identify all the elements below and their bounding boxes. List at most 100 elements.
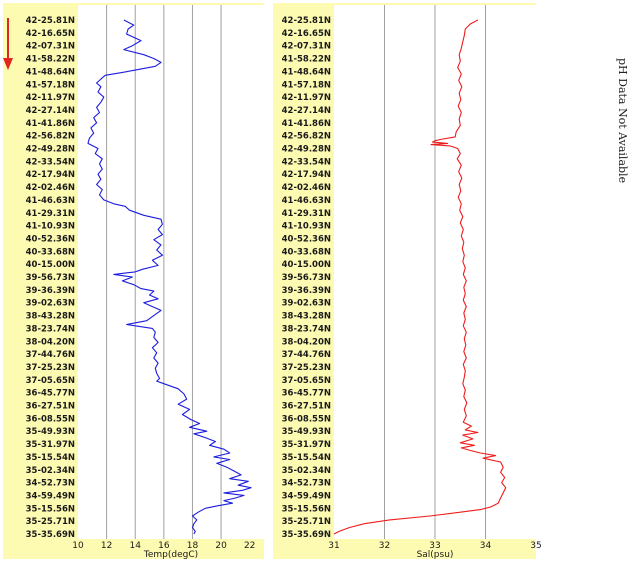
x-tick-label: 12: [101, 541, 112, 551]
y-tick-label: 37-44.76N: [282, 350, 331, 360]
y-tick-label: 41-10.93N: [282, 222, 331, 232]
x-tick-label: 18: [187, 541, 199, 551]
y-tick-label: 34-52.73N: [26, 479, 75, 489]
y-tick-label: 37-44.76N: [26, 350, 75, 360]
y-tick-label: 38-23.74N: [282, 324, 331, 334]
y-tick-label: 36-27.51N: [26, 402, 75, 412]
y-tick-label: 42-25.81N: [282, 16, 331, 26]
x-tick-label: 33: [429, 541, 440, 551]
x-tick-label: 32: [379, 541, 390, 551]
y-tick-label: 42-27.14N: [282, 106, 331, 116]
y-tick-label: 34-59.49N: [26, 491, 75, 501]
ph-unavailable-note: pH Data Not Available: [616, 58, 629, 183]
y-tick-label: 40-33.68N: [282, 247, 331, 257]
x-axis-label: Temp(degC): [143, 550, 198, 560]
y-tick-label: 41-58.22N: [282, 55, 331, 65]
y-tick-label: 41-41.86N: [282, 119, 331, 129]
y-tick-label: 38-04.20N: [282, 337, 331, 347]
y-tick-label: 40-15.00N: [26, 260, 75, 270]
y-tick-label: 35-49.93N: [26, 427, 75, 437]
y-tick-label: 42-11.97N: [282, 93, 331, 103]
y-tick-label: 40-52.36N: [282, 234, 331, 244]
y-tick-label: 42-25.81N: [26, 16, 75, 26]
y-tick-label: 41-46.63N: [26, 196, 75, 206]
x-tick-label: 16: [158, 541, 170, 551]
y-tick-label: 41-10.93N: [26, 222, 75, 232]
y-tick-label: 42-16.65N: [282, 29, 331, 39]
y-tick-label: 42-56.82N: [26, 132, 75, 142]
y-tick-label: 42-17.94N: [282, 170, 331, 180]
y-tick-label: 42-49.28N: [26, 145, 75, 155]
y-tick-label: 41-29.31N: [282, 209, 331, 219]
y-tick-label: 34-52.73N: [282, 479, 331, 489]
y-tick-label: 42-16.65N: [26, 29, 75, 39]
y-tick-label: 37-25.23N: [26, 363, 75, 373]
profile-line: [333, 19, 507, 535]
y-tick-label: 41-46.63N: [282, 196, 331, 206]
arrow-down-icon: [3, 18, 13, 70]
x-tick-label: 14: [130, 541, 142, 551]
y-tick-label: 34-59.49N: [282, 491, 331, 501]
y-tick-label: 37-05.65N: [282, 376, 331, 386]
y-tick-label: 42-07.31N: [282, 42, 331, 52]
y-tick-label: 42-33.54N: [282, 157, 331, 167]
y-tick-label: 41-58.22N: [26, 55, 75, 65]
x-tick-label: 10: [72, 541, 84, 551]
y-tick-label: 42-56.82N: [282, 132, 331, 142]
y-tick-label: 39-36.39N: [282, 286, 331, 296]
y-tick-label: 42-02.46N: [282, 183, 331, 193]
y-tick-label: 40-52.36N: [26, 234, 75, 244]
y-tick-label: 36-08.55N: [26, 414, 75, 424]
y-tick-label: 39-36.39N: [26, 286, 75, 296]
y-tick-label: 35-31.97N: [282, 440, 331, 450]
y-tick-label: 40-33.68N: [26, 247, 75, 257]
y-tick-label: 35-15.56N: [282, 504, 331, 514]
y-tick-label: 42-07.31N: [26, 42, 75, 52]
y-tick-label: 35-25.71N: [282, 517, 331, 527]
y-tick-label: 35-25.71N: [26, 517, 75, 527]
y-tick-label: 35-02.34N: [282, 466, 331, 476]
y-tick-label: 35-49.93N: [282, 427, 331, 437]
y-tick-label: 35-15.54N: [282, 453, 331, 463]
y-tick-label: 38-43.28N: [282, 312, 331, 322]
y-tick-label: 35-15.56N: [26, 504, 75, 514]
y-tick-label: 36-45.77N: [282, 389, 331, 399]
y-tick-label: 37-05.65N: [26, 376, 75, 386]
y-tick-label: 35-35.69N: [26, 530, 75, 540]
y-tick-label: 38-23.74N: [26, 324, 75, 334]
x-tick-label: 22: [244, 541, 255, 551]
y-tick-label: 36-08.55N: [282, 414, 331, 424]
y-tick-label: 42-27.14N: [26, 106, 75, 116]
profile-line: [87, 19, 252, 535]
temperature-panel: 10 12 14 16 18 20 22 42-25.81N 42-16.65N 42-07.31…: [3, 3, 264, 560]
y-tick-label: 41-48.64N: [282, 67, 331, 77]
y-tick-label: 37-25.23N: [282, 363, 331, 373]
y-tick-label: 42-49.28N: [282, 145, 331, 155]
x-tick-label: 34: [480, 541, 492, 551]
x-tick-label: 31: [328, 541, 339, 551]
y-tick-label: 35-31.97N: [26, 440, 75, 450]
y-tick-label: 42-02.46N: [26, 183, 75, 193]
y-tick-label: 39-02.63N: [282, 299, 331, 309]
y-tick-label: 41-57.18N: [26, 80, 75, 90]
y-tick-label: 35-35.69N: [282, 530, 331, 540]
y-tick-label: 36-27.51N: [282, 402, 331, 412]
y-tick-label: 42-11.97N: [26, 93, 75, 103]
y-tick-label: 38-04.20N: [26, 337, 75, 347]
y-tick-label: 42-33.54N: [26, 157, 75, 167]
y-tick-label: 40-15.00N: [282, 260, 331, 270]
y-tick-label: 42-17.94N: [26, 170, 75, 180]
y-tick-label: 41-48.64N: [26, 67, 75, 77]
x-tick-label: 20: [215, 541, 227, 551]
y-tick-label: 41-57.18N: [282, 80, 331, 90]
y-tick-label: 35-15.54N: [26, 453, 75, 463]
plot-area: [78, 5, 264, 539]
y-tick-label: 38-43.28N: [26, 312, 75, 322]
y-tick-label: 39-56.73N: [26, 273, 75, 283]
y-tick-label: 39-02.63N: [26, 299, 75, 309]
y-tick-label: 36-45.77N: [26, 389, 75, 399]
y-tick-label: 35-02.34N: [26, 466, 75, 476]
y-tick-label: 41-29.31N: [26, 209, 75, 219]
y-tick-label: 39-56.73N: [282, 273, 331, 283]
